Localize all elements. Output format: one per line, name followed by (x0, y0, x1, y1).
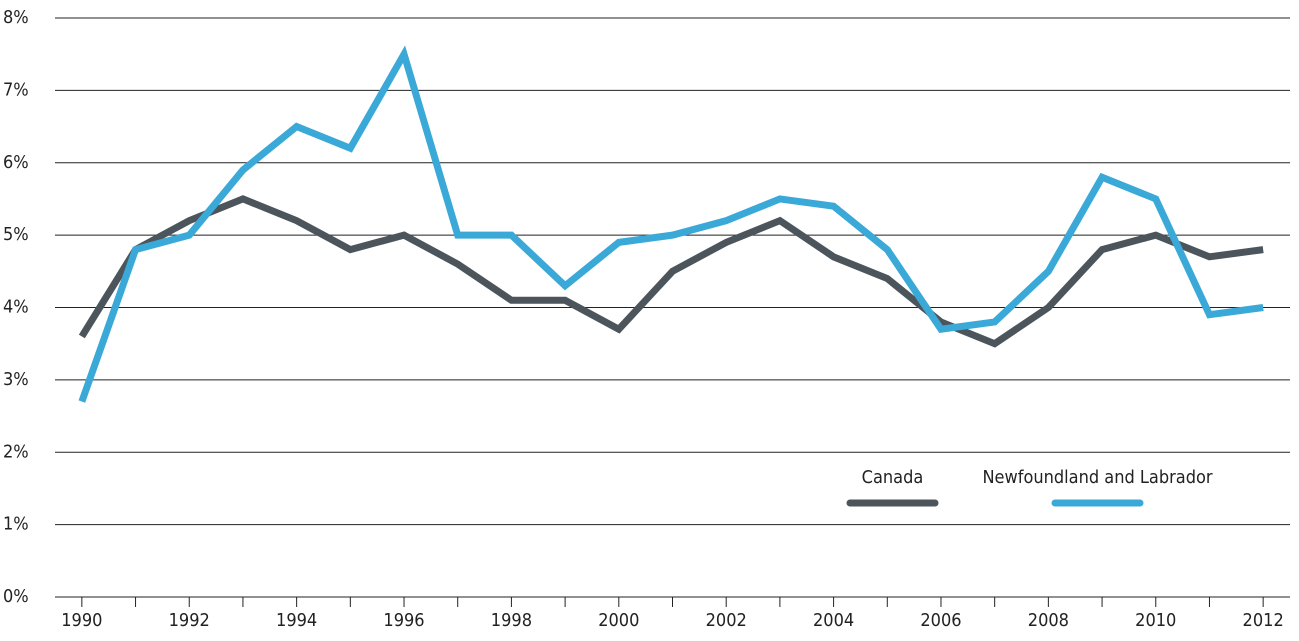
x-tick-label: 1990 (61, 610, 102, 631)
x-tick-label: 2008 (1028, 610, 1069, 631)
y-tick-label: 4% (3, 297, 29, 318)
x-tick-label: 2012 (1243, 610, 1284, 631)
x-tick-label: 1998 (491, 610, 532, 631)
y-tick-label: 2% (3, 441, 29, 462)
y-tick-label: 1% (3, 514, 29, 535)
y-tick-label: 7% (3, 79, 29, 100)
x-tick-label: 2002 (706, 610, 747, 631)
x-tick-label: 1996 (383, 610, 424, 631)
y-tick-label: 3% (3, 369, 29, 390)
x-tick-label: 2010 (1135, 610, 1176, 631)
y-tick-label: 5% (3, 224, 29, 245)
legend-label: Canada (862, 467, 924, 488)
legend-label: Newfoundland and Labrador (982, 467, 1212, 488)
series-line (78, 45, 1264, 403)
y-tick-label: 0% (3, 586, 29, 607)
x-tick-label: 2006 (920, 610, 961, 631)
x-tick-label: 2000 (598, 610, 639, 631)
y-tick-label: 6% (3, 152, 29, 173)
x-tick-label: 2004 (813, 610, 854, 631)
series-line (78, 195, 1264, 348)
y-tick-label: 8% (3, 7, 29, 28)
x-tick-label: 1994 (276, 610, 317, 631)
x-tick-label: 1992 (169, 610, 210, 631)
